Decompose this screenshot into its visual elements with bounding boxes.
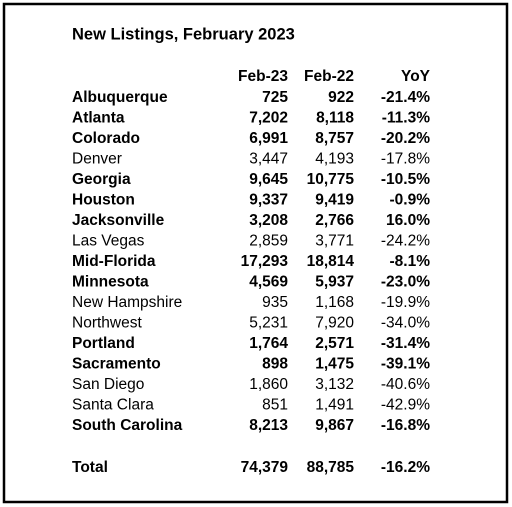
cell: -0.9% bbox=[390, 192, 431, 209]
cell: -24.2% bbox=[381, 233, 430, 250]
cell: -16.8% bbox=[381, 417, 430, 434]
column-header: YoY bbox=[401, 68, 431, 85]
cell: -40.6% bbox=[381, 376, 430, 393]
cell: 9,419 bbox=[315, 192, 354, 209]
cell: -17.8% bbox=[381, 151, 430, 168]
cell: -11.3% bbox=[382, 110, 430, 127]
cell: 3,771 bbox=[315, 233, 354, 250]
cell: 4,193 bbox=[315, 151, 354, 168]
cell: -8.1% bbox=[390, 253, 431, 270]
cell: 1,491 bbox=[315, 397, 354, 414]
cell: 7,202 bbox=[249, 110, 288, 127]
cell: 9,337 bbox=[249, 192, 288, 209]
cell: 4,569 bbox=[249, 274, 288, 291]
cell: 2,859 bbox=[249, 233, 288, 250]
cell: -10.5% bbox=[381, 171, 430, 188]
cell: 8,213 bbox=[249, 417, 288, 434]
cell: 18,814 bbox=[307, 253, 355, 270]
row-label: Albuquerque bbox=[72, 89, 168, 106]
row-label: Northwest bbox=[72, 315, 142, 332]
cell: -39.1% bbox=[381, 356, 430, 373]
cell: 88,785 bbox=[307, 459, 355, 476]
row-label: Minnesota bbox=[72, 274, 149, 291]
cell: 5,937 bbox=[315, 274, 354, 291]
row-label: South Carolina bbox=[72, 417, 183, 434]
cell: -19.9% bbox=[381, 294, 430, 311]
row-label: Mid-Florida bbox=[72, 253, 156, 270]
cell: 3,447 bbox=[249, 151, 288, 168]
title: New Listings, February 2023 bbox=[72, 25, 295, 43]
cell: 2,766 bbox=[315, 212, 354, 229]
row-label: Total bbox=[72, 459, 108, 476]
row-label: Denver bbox=[72, 151, 122, 168]
row-label: Jacksonville bbox=[72, 212, 165, 229]
cell: 3,132 bbox=[315, 376, 354, 393]
row-label: Colorado bbox=[72, 130, 140, 147]
row-label: Atlanta bbox=[72, 110, 125, 127]
cell: 10,775 bbox=[307, 171, 355, 188]
cell: 922 bbox=[328, 89, 354, 106]
row-label: San Diego bbox=[72, 376, 144, 393]
cell: 725 bbox=[262, 89, 288, 106]
column-header: Feb-23 bbox=[238, 68, 288, 85]
cell: 3,208 bbox=[249, 212, 288, 229]
cell: -16.2% bbox=[381, 459, 430, 476]
row-label: New Hampshire bbox=[72, 294, 182, 311]
row-label: Sacramento bbox=[72, 356, 161, 373]
cell: 1,764 bbox=[249, 335, 288, 352]
cell: 8,757 bbox=[315, 130, 354, 147]
cell: 8,118 bbox=[316, 110, 354, 127]
row-label: Houston bbox=[72, 192, 135, 209]
row-label: Las Vegas bbox=[72, 233, 145, 250]
cell: 17,293 bbox=[241, 253, 289, 270]
cell: 935 bbox=[262, 294, 288, 311]
cell: 9,645 bbox=[249, 171, 288, 188]
cell: 1,860 bbox=[249, 376, 288, 393]
row-label: Portland bbox=[72, 335, 135, 352]
cell: 6,991 bbox=[249, 130, 288, 147]
cell: 2,571 bbox=[315, 335, 354, 352]
cell: 1,168 bbox=[315, 294, 354, 311]
cell: -23.0% bbox=[381, 274, 430, 291]
cell: -42.9% bbox=[381, 397, 430, 414]
cell: 1,475 bbox=[315, 356, 354, 373]
cell: 16.0% bbox=[386, 212, 430, 229]
cell: 851 bbox=[262, 397, 288, 414]
cell: 9,867 bbox=[315, 417, 354, 434]
cell: -20.2% bbox=[381, 130, 430, 147]
cell: 898 bbox=[262, 356, 288, 373]
cell: -21.4% bbox=[381, 89, 430, 106]
column-header: Feb-22 bbox=[304, 68, 354, 85]
cell: -34.0% bbox=[381, 315, 430, 332]
cell: 74,379 bbox=[241, 459, 289, 476]
row-label: Santa Clara bbox=[72, 397, 154, 414]
row-label: Georgia bbox=[72, 171, 131, 188]
cell: 5,231 bbox=[249, 315, 288, 332]
cell: 7,920 bbox=[315, 315, 354, 332]
cell: -31.4% bbox=[381, 335, 430, 352]
